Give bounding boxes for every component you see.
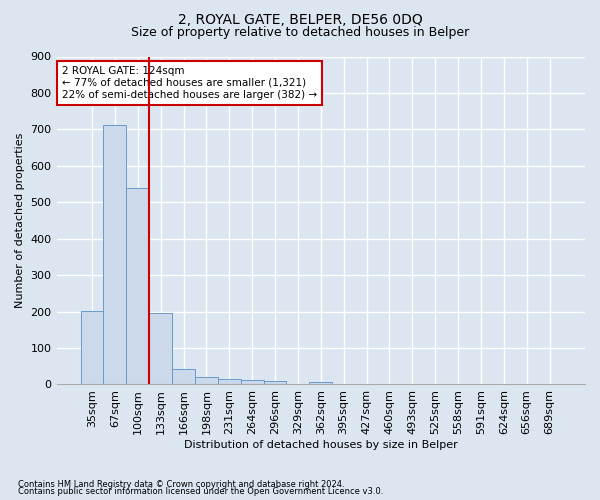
X-axis label: Distribution of detached houses by size in Belper: Distribution of detached houses by size …: [184, 440, 458, 450]
Bar: [80, 311, 103, 384]
Bar: [149, 313, 172, 384]
Bar: [310, 382, 332, 384]
Bar: [263, 381, 286, 384]
Text: 2 ROYAL GATE: 124sqm
← 77% of detached houses are smaller (1,321)
22% of semi-de: 2 ROYAL GATE: 124sqm ← 77% of detached h…: [62, 66, 317, 100]
Y-axis label: Number of detached properties: Number of detached properties: [15, 133, 25, 308]
Text: Contains HM Land Registry data © Crown copyright and database right 2024.: Contains HM Land Registry data © Crown c…: [18, 480, 344, 489]
Bar: [127, 188, 149, 384]
Bar: [103, 126, 127, 384]
Bar: [241, 380, 263, 384]
Text: Contains public sector information licensed under the Open Government Licence v3: Contains public sector information licen…: [18, 487, 383, 496]
Bar: [195, 377, 218, 384]
Bar: [172, 369, 195, 384]
Bar: [218, 379, 241, 384]
Text: Size of property relative to detached houses in Belper: Size of property relative to detached ho…: [131, 26, 469, 39]
Text: 2, ROYAL GATE, BELPER, DE56 0DQ: 2, ROYAL GATE, BELPER, DE56 0DQ: [178, 12, 422, 26]
